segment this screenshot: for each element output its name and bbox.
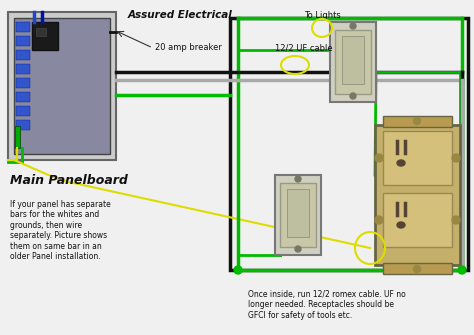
Ellipse shape xyxy=(397,160,405,166)
Bar xyxy=(383,131,452,185)
Circle shape xyxy=(458,266,466,274)
Circle shape xyxy=(375,154,383,162)
Bar xyxy=(330,22,376,102)
Bar xyxy=(14,18,110,154)
Ellipse shape xyxy=(397,222,405,228)
Text: To Lights: To Lights xyxy=(304,11,341,20)
Bar xyxy=(383,263,452,274)
Circle shape xyxy=(295,246,301,252)
Bar xyxy=(32,22,58,50)
Circle shape xyxy=(413,118,420,125)
Circle shape xyxy=(452,216,460,224)
Bar xyxy=(8,12,116,160)
Text: 20 amp breaker: 20 amp breaker xyxy=(155,44,222,53)
Bar xyxy=(280,183,316,247)
Text: If your panel has separate
bars for the whites and
grounds, then wire
separately: If your panel has separate bars for the … xyxy=(10,200,111,261)
Text: 12/2 UF cable: 12/2 UF cable xyxy=(275,44,333,53)
Bar xyxy=(375,125,460,265)
Bar xyxy=(16,22,30,32)
Bar xyxy=(16,36,30,46)
Circle shape xyxy=(413,266,420,272)
Bar xyxy=(383,116,452,127)
Bar xyxy=(275,175,321,255)
Text: Main Panelboard: Main Panelboard xyxy=(10,174,128,187)
Circle shape xyxy=(452,154,460,162)
Text: Assured Electrical: Assured Electrical xyxy=(128,10,232,20)
Bar xyxy=(16,64,30,74)
Circle shape xyxy=(350,23,356,29)
Circle shape xyxy=(375,216,383,224)
Bar xyxy=(16,50,30,60)
Bar xyxy=(383,193,452,247)
Bar xyxy=(16,78,30,88)
Bar xyxy=(16,120,30,130)
Circle shape xyxy=(295,176,301,182)
Circle shape xyxy=(234,266,242,274)
Bar xyxy=(15,126,20,148)
Bar xyxy=(230,18,468,270)
Bar xyxy=(16,106,30,116)
Circle shape xyxy=(350,93,356,99)
Bar xyxy=(16,92,30,102)
Bar xyxy=(335,30,371,94)
Bar xyxy=(342,36,364,84)
Bar xyxy=(36,28,46,36)
Text: Once inside, run 12/2 romex cable. UF no
longer needed. Receptacles should be
GF: Once inside, run 12/2 romex cable. UF no… xyxy=(248,290,406,320)
Bar xyxy=(287,189,309,237)
